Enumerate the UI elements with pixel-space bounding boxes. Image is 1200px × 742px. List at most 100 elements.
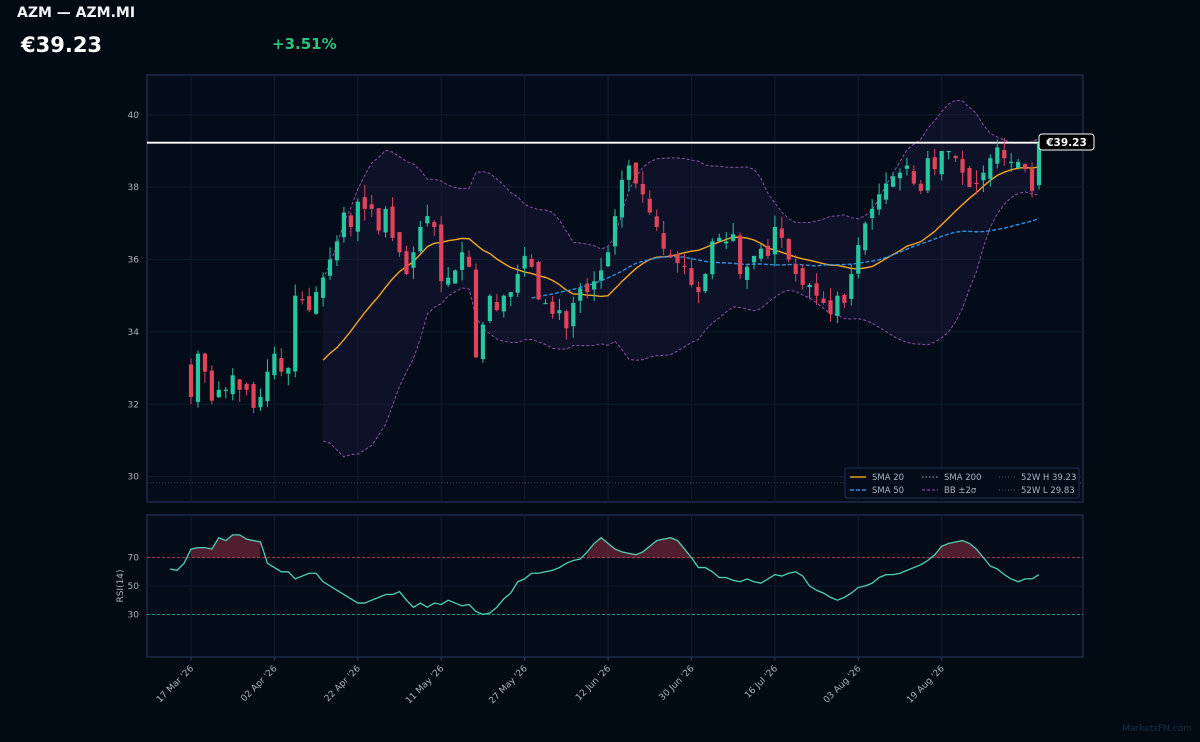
candle-body [807, 284, 812, 288]
candle-body [272, 353, 277, 376]
rsi-line [170, 534, 1040, 616]
candle [279, 348, 284, 377]
candle [731, 222, 736, 243]
candle [334, 235, 340, 266]
bollinger-bands [322, 99, 1040, 458]
legend-sma50: SMA 50 [872, 486, 904, 496]
candle [418, 221, 423, 253]
candle-body [1016, 161, 1021, 169]
candle [216, 381, 221, 399]
candle-body [877, 194, 882, 210]
candle-body [675, 253, 680, 264]
candle [383, 206, 388, 238]
candle-body [842, 294, 847, 303]
candle [800, 264, 805, 290]
candle [890, 173, 896, 188]
candle-body [293, 295, 298, 372]
candle [786, 237, 791, 263]
rsi-overbought-fill [191, 534, 261, 558]
candle [682, 254, 687, 275]
watermark: MarketsFN.com [1122, 724, 1192, 734]
candle-body [195, 353, 201, 402]
candle-body [411, 252, 416, 268]
candle-body [564, 311, 569, 329]
candle-body [202, 353, 208, 372]
legend-sma20: SMA 20 [872, 473, 904, 483]
candle [571, 296, 576, 338]
candle-body [209, 370, 214, 401]
candle [327, 247, 333, 280]
candle-body [605, 252, 611, 267]
candle [293, 284, 298, 378]
candle-body [890, 176, 896, 187]
candle [362, 184, 367, 221]
candle-body [251, 384, 256, 408]
candle [626, 159, 632, 192]
candle-body [598, 270, 604, 281]
candle [738, 232, 743, 279]
candle [473, 263, 479, 359]
candle-body [974, 182, 979, 185]
candle-body [383, 208, 388, 233]
candle [522, 246, 527, 277]
candle-body [932, 157, 937, 170]
candle-body [918, 183, 923, 191]
candle-body [480, 324, 486, 360]
candle-body [244, 383, 249, 390]
candle-body [821, 298, 826, 303]
candle [230, 368, 235, 401]
candle-body [592, 281, 597, 290]
candle [348, 212, 353, 237]
candle-body [911, 171, 916, 184]
candle [689, 257, 694, 288]
candle [842, 293, 847, 308]
candle-body [578, 288, 583, 301]
rsi-tick-label: 50 [128, 582, 140, 592]
candle [870, 199, 875, 230]
candle [981, 165, 986, 192]
bb-lower [322, 191, 1040, 458]
candle [828, 288, 833, 322]
candle-body [647, 198, 652, 213]
candle [320, 272, 326, 307]
x-tick-label: 30 Jun '26 [658, 664, 697, 703]
candle [953, 154, 958, 163]
candle [188, 358, 194, 405]
candle [425, 204, 430, 227]
candle-body [640, 183, 645, 195]
candle-body [689, 268, 694, 285]
candle [307, 287, 312, 312]
candle-body [446, 277, 451, 285]
legend-sma200: SMA 200 [944, 473, 981, 483]
x-tick-label: 17 Mar '26 [155, 664, 196, 705]
candle-body [863, 223, 868, 251]
candle [647, 190, 652, 215]
candle [341, 206, 347, 243]
rsi-overbought-fill [587, 537, 692, 558]
bb-upper [322, 99, 1040, 280]
candle [487, 294, 492, 324]
candle [779, 216, 784, 249]
candle [703, 272, 708, 294]
legend-52w-low: 52W L 29.83 [1021, 486, 1075, 496]
candle [237, 378, 242, 402]
candle-body [404, 251, 409, 275]
candle [515, 264, 520, 298]
x-tick-label: 22 Apr '26 [323, 664, 363, 704]
candle-body [432, 222, 437, 227]
candle [814, 273, 819, 305]
candle-body [995, 147, 1000, 164]
candle [300, 291, 305, 305]
candle-body [897, 172, 903, 179]
candle [578, 282, 583, 313]
candle [946, 150, 951, 160]
candle-body [800, 268, 805, 285]
candle-body [779, 228, 784, 238]
candle-body [696, 286, 701, 293]
candle-body [522, 255, 527, 269]
x-tick-label: 27 May '26 [488, 664, 530, 706]
candle-body [703, 274, 708, 292]
y-tick-label: 32 [128, 400, 139, 410]
rsi-axis-label: RSI(14) [116, 569, 126, 602]
candle [988, 154, 993, 187]
